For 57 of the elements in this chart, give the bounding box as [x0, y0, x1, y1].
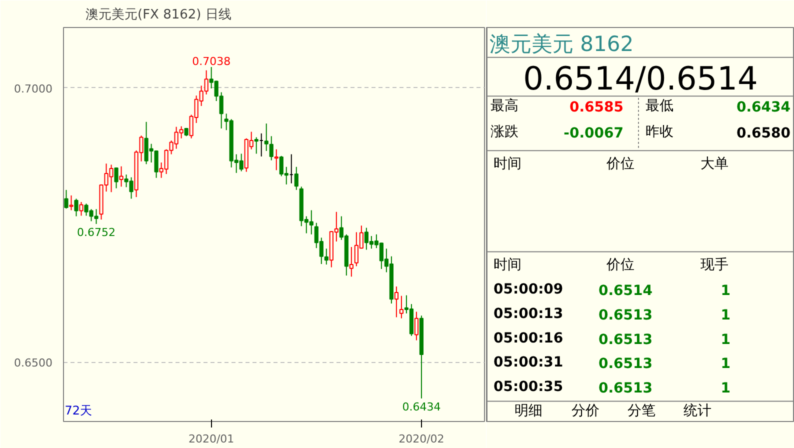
candlestick: [399, 295, 404, 319]
annotation: 0.6434: [402, 400, 441, 414]
text: 0.6514: [598, 283, 653, 300]
text: 1: [720, 356, 731, 372]
text: 0.6514/0.6514: [523, 60, 758, 98]
text: 明细: [514, 402, 542, 419]
text: 0.6434: [736, 99, 791, 116]
text: 1: [720, 307, 731, 324]
text: 0.6513: [598, 356, 653, 372]
candlestick: [274, 148, 278, 171]
text: 0.6513: [598, 307, 653, 324]
text: 价位: [606, 156, 634, 172]
text: 时间: [494, 156, 522, 172]
text: 昨收: [646, 124, 674, 140]
text: 1: [720, 283, 731, 300]
annotation: 0.6752: [77, 226, 116, 239]
text: 价位: [606, 256, 634, 273]
text: 大单: [700, 156, 728, 172]
text: 0.6513: [598, 380, 653, 397]
candlestick: [254, 136, 258, 154]
text: 05:00:35: [494, 379, 564, 396]
text: 分笔: [628, 402, 656, 419]
candlestick: [69, 194, 74, 211]
text: 时间: [494, 256, 522, 273]
y-tick-label: 0.6500: [14, 356, 53, 370]
text: 05:00:31: [494, 354, 564, 371]
text: 最高: [490, 98, 518, 114]
text: 最低: [646, 98, 674, 114]
candlestick: [414, 311, 419, 341]
text: 05:00:16: [494, 330, 564, 346]
y-tick-label: 0.7000: [14, 82, 53, 96]
annotation: 72天: [64, 404, 92, 418]
text: 涨跌: [490, 124, 518, 140]
candlestick: [394, 286, 398, 318]
text: 0.6580: [736, 126, 791, 142]
candlestick: [79, 202, 84, 216]
text: 1: [720, 332, 731, 348]
text: 澳元美元 8162: [490, 32, 634, 56]
text: 现手: [700, 256, 728, 273]
x-tick-label: 2020/02: [398, 432, 444, 446]
text: 1: [720, 380, 731, 397]
candlestick: [294, 166, 298, 190]
chart-title: 澳元美元(FX 8162) 日线: [86, 6, 232, 22]
candlestick: [114, 166, 118, 189]
text: 分价: [572, 402, 600, 419]
candlestick: [64, 189, 68, 210]
candlestick: [74, 198, 78, 217]
text: 0.6585: [569, 99, 624, 116]
text: 统计: [684, 402, 712, 419]
annotation: 0.7038: [192, 55, 231, 68]
text: 0.6513: [598, 332, 653, 348]
candlestick: [349, 246, 354, 278]
text: 05:00:13: [494, 306, 564, 322]
text: 05:00:09: [494, 282, 564, 298]
x-tick-label: 2020/01: [188, 432, 234, 446]
candlestick: [119, 166, 124, 188]
text: -0.0067: [564, 126, 624, 142]
